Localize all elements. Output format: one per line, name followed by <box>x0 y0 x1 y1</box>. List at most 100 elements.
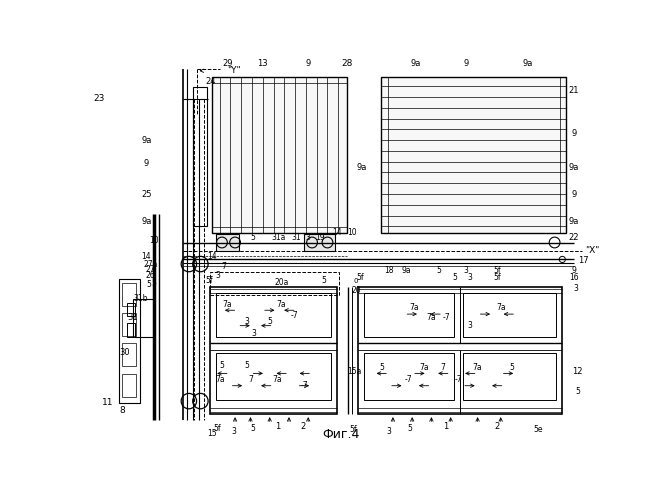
Text: 5: 5 <box>437 266 442 274</box>
Text: 7: 7 <box>440 364 446 372</box>
Text: 5: 5 <box>452 272 457 281</box>
Text: -7: -7 <box>443 314 451 322</box>
Bar <box>382 77 566 233</box>
Text: 23: 23 <box>93 94 105 103</box>
Bar <box>192 87 206 226</box>
Text: 24: 24 <box>206 77 216 86</box>
Text: 14: 14 <box>332 228 342 237</box>
Text: 3: 3 <box>468 272 472 281</box>
Text: 0: 0 <box>354 278 358 284</box>
Bar <box>212 77 347 233</box>
Text: 7: 7 <box>221 262 226 271</box>
Text: 5: 5 <box>152 279 157 288</box>
Text: 7a: 7a <box>272 375 282 384</box>
Text: 1: 1 <box>443 422 448 431</box>
Bar <box>364 294 454 337</box>
Text: 9a: 9a <box>357 164 368 172</box>
Text: 7a: 7a <box>427 314 436 322</box>
Text: 16: 16 <box>569 274 579 282</box>
Text: 29: 29 <box>222 60 232 68</box>
Text: 14: 14 <box>207 252 216 261</box>
Text: 7a: 7a <box>419 364 428 372</box>
Text: 19: 19 <box>315 232 324 241</box>
Text: 27: 27 <box>146 265 155 274</box>
Text: 15a: 15a <box>347 368 362 376</box>
Text: 3: 3 <box>387 428 392 436</box>
Text: Фиг.4: Фиг.4 <box>322 428 360 442</box>
Text: 5: 5 <box>510 364 515 372</box>
Text: 1: 1 <box>275 422 280 431</box>
Text: 9: 9 <box>571 190 577 199</box>
Bar <box>122 284 136 306</box>
Bar <box>463 352 556 401</box>
Text: 5f: 5f <box>349 425 357 434</box>
Text: 5: 5 <box>250 424 255 432</box>
Text: 28: 28 <box>341 60 352 68</box>
Text: 5f: 5f <box>493 266 501 274</box>
Bar <box>210 287 338 414</box>
Text: 27a: 27a <box>143 260 158 268</box>
Text: 3: 3 <box>573 284 579 293</box>
Bar <box>119 280 141 402</box>
Text: 10: 10 <box>347 228 357 237</box>
Bar <box>133 298 155 337</box>
Bar <box>122 374 136 398</box>
Text: 3: 3 <box>464 266 468 274</box>
Text: 5f: 5f <box>356 272 364 281</box>
Text: 3: 3 <box>231 428 236 436</box>
Text: "Y": "Y" <box>227 66 241 76</box>
Bar <box>216 352 331 401</box>
Bar <box>216 234 239 251</box>
Text: 11: 11 <box>103 398 114 407</box>
Text: 2: 2 <box>494 422 500 431</box>
Text: 3: 3 <box>252 329 257 338</box>
Bar <box>127 324 135 337</box>
Text: 3: 3 <box>215 271 220 280</box>
Bar <box>364 352 454 401</box>
Text: 31b: 31b <box>133 294 148 303</box>
Text: 21: 21 <box>569 86 579 96</box>
Bar <box>127 302 135 316</box>
Text: -7: -7 <box>455 375 462 384</box>
Text: 9a: 9a <box>569 164 579 172</box>
Text: 30: 30 <box>120 348 131 357</box>
Text: 7a: 7a <box>215 375 224 384</box>
Text: 5: 5 <box>267 318 272 326</box>
Text: 9a: 9a <box>411 60 421 68</box>
Text: 18: 18 <box>384 266 394 274</box>
Text: 25: 25 <box>141 190 152 199</box>
Text: 9: 9 <box>464 60 469 68</box>
Text: -7: -7 <box>404 375 412 384</box>
Text: 9a: 9a <box>569 217 579 226</box>
Text: 9a: 9a <box>402 266 412 274</box>
Text: 7a: 7a <box>473 364 482 372</box>
Text: -7: -7 <box>300 381 308 390</box>
Text: 5: 5 <box>250 232 255 241</box>
Text: 31a: 31a <box>272 232 286 241</box>
Text: 9: 9 <box>571 266 576 274</box>
Text: "X": "X" <box>585 246 600 256</box>
Text: 3: 3 <box>306 232 310 241</box>
Text: 5e: 5e <box>533 425 542 434</box>
Text: 14: 14 <box>142 252 151 261</box>
Text: 7a: 7a <box>222 300 232 310</box>
Text: 3: 3 <box>244 318 249 326</box>
Text: 7a: 7a <box>276 300 286 310</box>
Text: 17: 17 <box>579 256 589 264</box>
Text: 20: 20 <box>351 286 361 294</box>
Text: 26: 26 <box>146 271 155 280</box>
Text: 5: 5 <box>379 364 384 372</box>
Text: 9a: 9a <box>523 60 533 68</box>
Bar <box>358 287 562 414</box>
Text: 20a: 20a <box>274 278 288 287</box>
Text: 5: 5 <box>575 386 580 396</box>
Text: 9a: 9a <box>141 217 152 226</box>
Text: 9: 9 <box>144 160 149 168</box>
Bar <box>122 344 136 366</box>
Text: 5f: 5f <box>206 276 214 285</box>
Text: 5f: 5f <box>214 424 221 432</box>
Text: 7a: 7a <box>410 304 420 312</box>
Text: 5: 5 <box>244 361 249 370</box>
Text: 5: 5 <box>321 276 326 285</box>
Bar <box>210 272 339 295</box>
